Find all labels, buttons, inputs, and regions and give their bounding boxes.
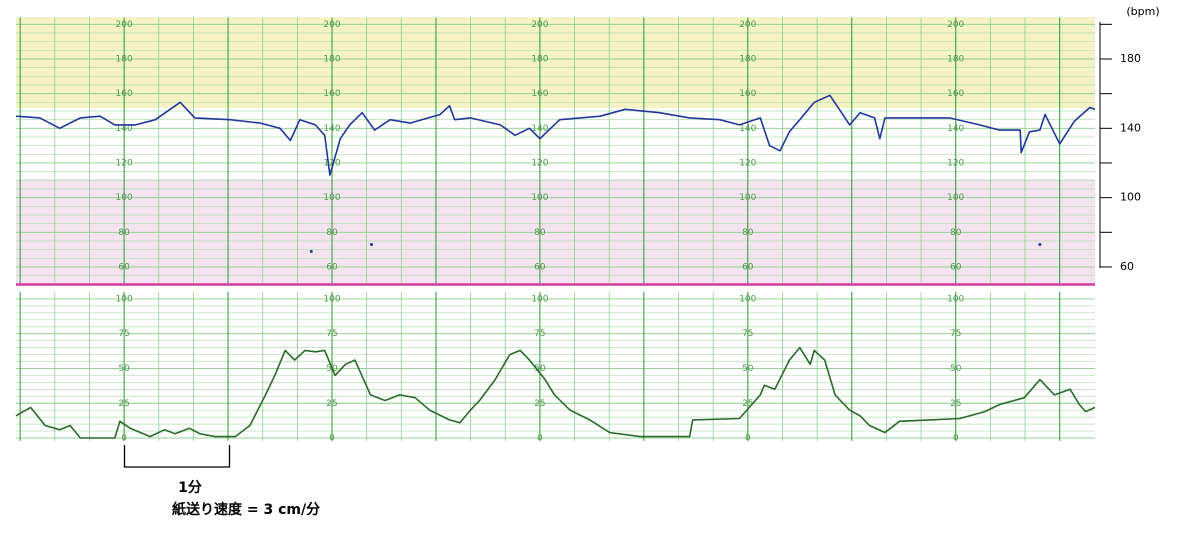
paper-speed-note: 紙送り速度 = 3 cm/分 [172,501,320,518]
inner-tick-label: 160 [739,89,756,99]
inner-tick-label: 50 [118,364,130,374]
inner-tick-label: 120 [947,158,964,168]
inner-tick-label: 140 [739,124,756,134]
inner-tick-label: 80 [534,228,546,238]
y2-tick-label: 140 [1120,121,1141,134]
inner-tick-label: 140 [323,124,340,134]
inner-tick-label: 80 [326,228,338,238]
inner-tick-label: 180 [323,54,340,64]
marks [15,94,1096,439]
inner-tick-label: 140 [116,124,133,134]
inner-tick-label: 160 [947,89,964,99]
inner-tick-label: 200 [947,20,964,30]
inner-tick-label: 180 [116,54,133,64]
y2-tick-label: 60 [1120,260,1134,273]
inner-tick-label: 0 [745,434,751,444]
inner-tick-label: 120 [116,158,133,168]
y2-tick-label: 100 [1120,191,1141,204]
inner-tick-label: 0 [329,434,335,444]
inner-tick-label: 140 [947,124,964,134]
inner-tick-label: 75 [118,329,129,339]
artifact-dot [309,249,313,253]
inner-tick-label: 100 [739,193,756,203]
inner-tick-label: 60 [118,262,130,272]
artifact-dot [1038,242,1042,246]
inner-tick-label: 100 [116,294,133,304]
inner-tick-label: 160 [116,89,133,99]
inner-tick-label: 200 [739,20,756,30]
trace-line [15,94,1096,176]
trace-line [15,346,1096,439]
inner-tick-label: 0 [121,434,127,444]
grid [16,17,1095,441]
inner-tick-label: 25 [118,399,129,409]
inner-tick-label: 180 [739,54,756,64]
inner-tick-label: 100 [323,294,340,304]
y-axis-unit: (bpm) [1126,5,1159,18]
inner-tick-label: 75 [326,329,337,339]
inner-tick-label: 75 [742,329,753,339]
inner-tick-label: 50 [742,364,754,374]
inner-tick-label: 120 [739,158,756,168]
inner-tick-label: 0 [953,434,959,444]
panel-bg [16,292,1095,441]
inner-tick-label: 120 [323,158,340,168]
inner-tick-label: 200 [531,20,548,30]
inner-tick-label: 60 [742,262,754,272]
y2-tick-label: 180 [1120,52,1141,65]
scale-bracket [123,445,231,468]
inner-tick-label: 25 [950,399,961,409]
inner-tick-label: 200 [116,20,133,30]
inner-tick-label: 50 [950,364,962,374]
inner-tick-label: 100 [323,193,340,203]
inner-tick-label: 100 [947,193,964,203]
inner-tick-label: 120 [531,158,548,168]
inner-tick-label: 160 [531,89,548,99]
inner-tick-label: 200 [323,20,340,30]
inner-tick-label: 80 [742,228,754,238]
artifact-dot [370,242,374,246]
inner-tick-label: 180 [531,54,548,64]
scale-label: 1分 [178,480,202,496]
inner-tick-label: 75 [950,329,961,339]
right-axis-ticks: 60 100 140 180 [1100,23,1141,273]
upper-band [16,17,1095,108]
inner-tick-label: 180 [947,54,964,64]
inner-tick-label: 100 [531,193,548,203]
inner-tick-label: 100 [739,294,756,304]
inner-tick-label: 100 [947,294,964,304]
inner-tick-label: 60 [326,262,338,272]
inner-tick-label: 100 [531,294,548,304]
inner-tick-label: 140 [531,124,548,134]
inner-tick-label: 60 [534,262,546,272]
inner-tick-label: 80 [118,228,130,238]
inner-tick-label: 0 [537,434,543,444]
lower-band [16,179,1095,284]
inner-tick-label: 60 [950,262,962,272]
inner-tick-label: 25 [534,399,545,409]
inner-tick-label: 80 [950,228,962,238]
inner-tick-label: 25 [326,399,337,409]
inner-tick-label: 75 [534,329,545,339]
inner-tick-label: 25 [742,399,753,409]
inner-tick-label: 50 [534,364,546,374]
inner-labels: 60 80 100 120 140 160 180 200 60 80 100 120 140 160 18… [116,20,965,444]
inner-tick-label: 100 [116,193,133,203]
inner-tick-label: 160 [323,89,340,99]
